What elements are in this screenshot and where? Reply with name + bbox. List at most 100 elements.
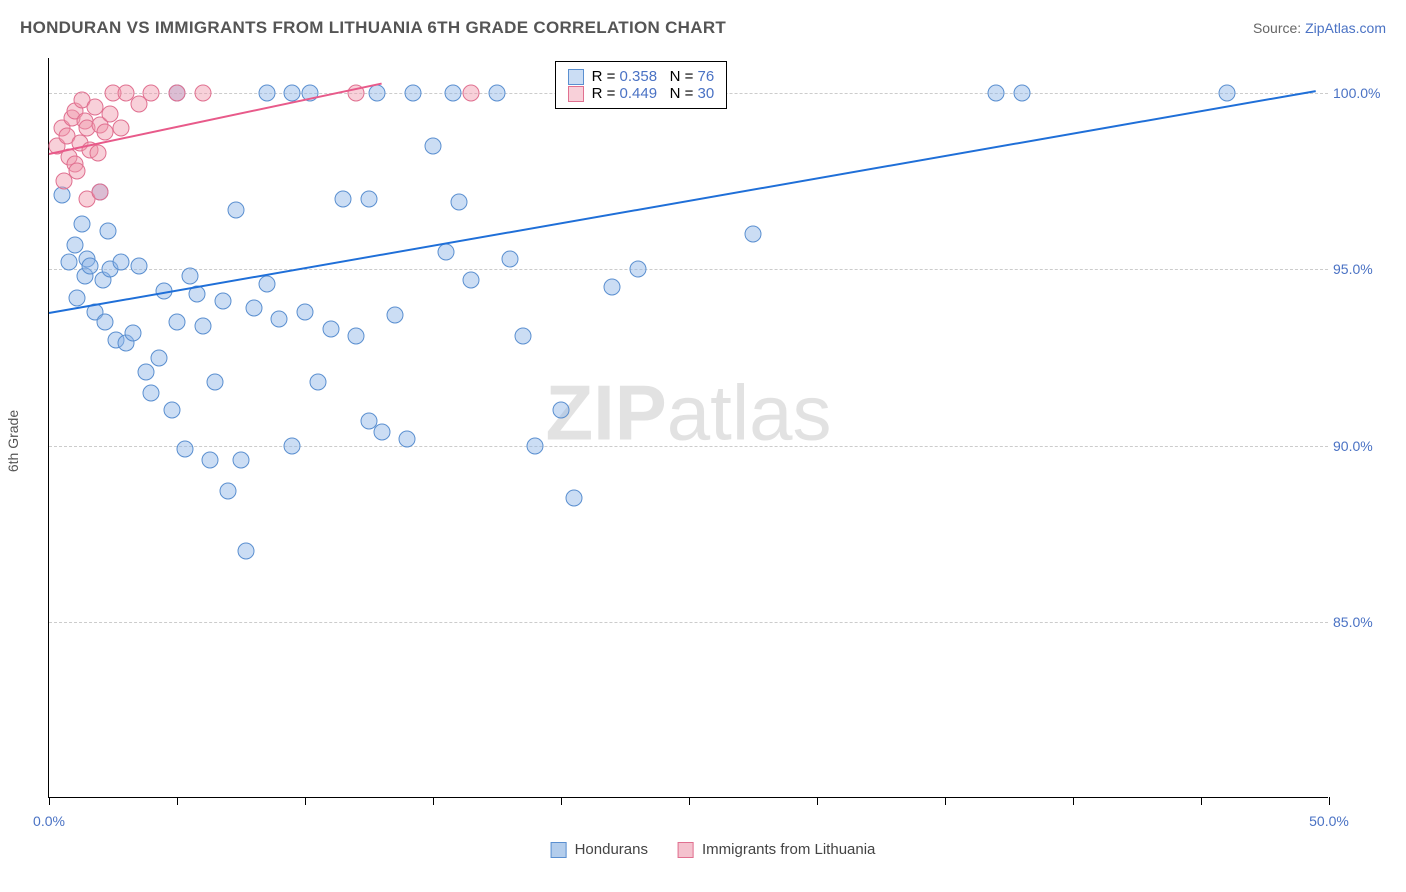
x-tick (433, 797, 434, 805)
x-tick (1073, 797, 1074, 805)
stats-row-lithuania: R = 0.449 N = 30 (568, 85, 715, 102)
stats-text-lithuania: R = 0.449 N = 30 (592, 85, 715, 102)
x-tick (49, 797, 50, 805)
data-point-hondurans (207, 374, 224, 391)
legend-swatch-lithuania (678, 842, 694, 858)
data-point-hondurans (489, 85, 506, 102)
gridline (49, 269, 1328, 270)
data-point-lithuania (194, 85, 211, 102)
x-tick-label: 0.0% (33, 813, 65, 829)
data-point-hondurans (527, 437, 544, 454)
data-point-hondurans (99, 222, 116, 239)
y-tick-label: 90.0% (1333, 438, 1383, 454)
x-tick (561, 797, 562, 805)
data-point-hondurans (125, 324, 142, 341)
legend-item-lithuania: Immigrants from Lithuania (678, 841, 875, 858)
data-point-lithuania (463, 85, 480, 102)
data-point-hondurans (258, 275, 275, 292)
x-tick (177, 797, 178, 805)
legend-label-lithuania: Immigrants from Lithuania (702, 841, 875, 858)
x-tick (305, 797, 306, 805)
data-point-hondurans (61, 254, 78, 271)
stats-swatch-hondurans (568, 69, 584, 85)
data-point-hondurans (143, 384, 160, 401)
data-point-hondurans (322, 321, 339, 338)
data-point-hondurans (284, 437, 301, 454)
watermark-light: atlas (667, 368, 832, 456)
data-point-hondurans (176, 441, 193, 458)
data-point-hondurans (501, 250, 518, 267)
data-point-hondurans (463, 272, 480, 289)
data-point-hondurans (404, 85, 421, 102)
data-point-hondurans (271, 310, 288, 327)
data-point-hondurans (97, 314, 114, 331)
y-tick-label: 100.0% (1333, 85, 1383, 101)
watermark: ZIPatlas (545, 367, 831, 458)
data-point-hondurans (745, 226, 762, 243)
data-point-hondurans (202, 451, 219, 468)
data-point-hondurans (138, 363, 155, 380)
stats-text-hondurans: R = 0.358 N = 76 (592, 68, 715, 85)
data-point-hondurans (238, 543, 255, 560)
data-point-hondurans (151, 349, 168, 366)
data-point-hondurans (69, 289, 86, 306)
y-axis-label: 6th Grade (5, 409, 21, 471)
data-point-hondurans (258, 85, 275, 102)
data-point-lithuania (143, 85, 160, 102)
data-point-hondurans (194, 317, 211, 334)
data-point-hondurans (215, 293, 232, 310)
data-point-hondurans (988, 85, 1005, 102)
stats-legend: R = 0.358 N = 76R = 0.449 N = 30 (555, 61, 728, 109)
data-point-hondurans (245, 300, 262, 317)
data-point-hondurans (1218, 85, 1235, 102)
legend-item-hondurans: Hondurans (551, 841, 648, 858)
stats-row-hondurans: R = 0.358 N = 76 (568, 68, 715, 85)
data-point-hondurans (233, 451, 250, 468)
data-point-hondurans (604, 279, 621, 296)
data-point-hondurans (309, 374, 326, 391)
chart-title: HONDURAN VS IMMIGRANTS FROM LITHUANIA 6T… (20, 18, 726, 38)
y-tick-label: 95.0% (1333, 261, 1383, 277)
data-point-hondurans (112, 254, 129, 271)
gridline (49, 446, 1328, 447)
data-point-hondurans (553, 402, 570, 419)
data-point-hondurans (368, 85, 385, 102)
source-link[interactable]: ZipAtlas.com (1305, 20, 1386, 36)
data-point-hondurans (629, 261, 646, 278)
data-point-lithuania (169, 85, 186, 102)
x-tick (817, 797, 818, 805)
data-point-hondurans (361, 190, 378, 207)
bottom-legend: Hondurans Immigrants from Lithuania (551, 841, 876, 858)
data-point-hondurans (514, 328, 531, 345)
data-point-lithuania (69, 162, 86, 179)
data-point-hondurans (220, 483, 237, 500)
x-tick (1201, 797, 1202, 805)
data-point-hondurans (169, 314, 186, 331)
data-point-hondurans (565, 490, 582, 507)
plot-area: ZIPatlas 85.0%90.0%95.0%100.0%0.0%50.0%R… (48, 58, 1328, 798)
x-tick (689, 797, 690, 805)
data-point-hondurans (227, 201, 244, 218)
source-label: Source: (1253, 20, 1305, 36)
data-point-hondurans (181, 268, 198, 285)
data-point-lithuania (97, 124, 114, 141)
data-point-hondurans (399, 430, 416, 447)
data-point-hondurans (1013, 85, 1030, 102)
data-point-hondurans (348, 328, 365, 345)
stats-swatch-lithuania (568, 86, 584, 102)
y-tick-label: 85.0% (1333, 614, 1383, 630)
data-point-lithuania (89, 145, 106, 162)
data-point-hondurans (163, 402, 180, 419)
data-point-hondurans (373, 423, 390, 440)
data-point-hondurans (386, 307, 403, 324)
x-tick (1329, 797, 1330, 805)
source-attribution: Source: ZipAtlas.com (1253, 20, 1386, 36)
data-point-hondurans (425, 138, 442, 155)
gridline (49, 622, 1328, 623)
data-point-hondurans (81, 257, 98, 274)
x-tick (945, 797, 946, 805)
chart-container: 6th Grade ZIPatlas 85.0%90.0%95.0%100.0%… (48, 58, 1378, 823)
data-point-lithuania (92, 183, 109, 200)
data-point-hondurans (335, 190, 352, 207)
data-point-hondurans (437, 243, 454, 260)
